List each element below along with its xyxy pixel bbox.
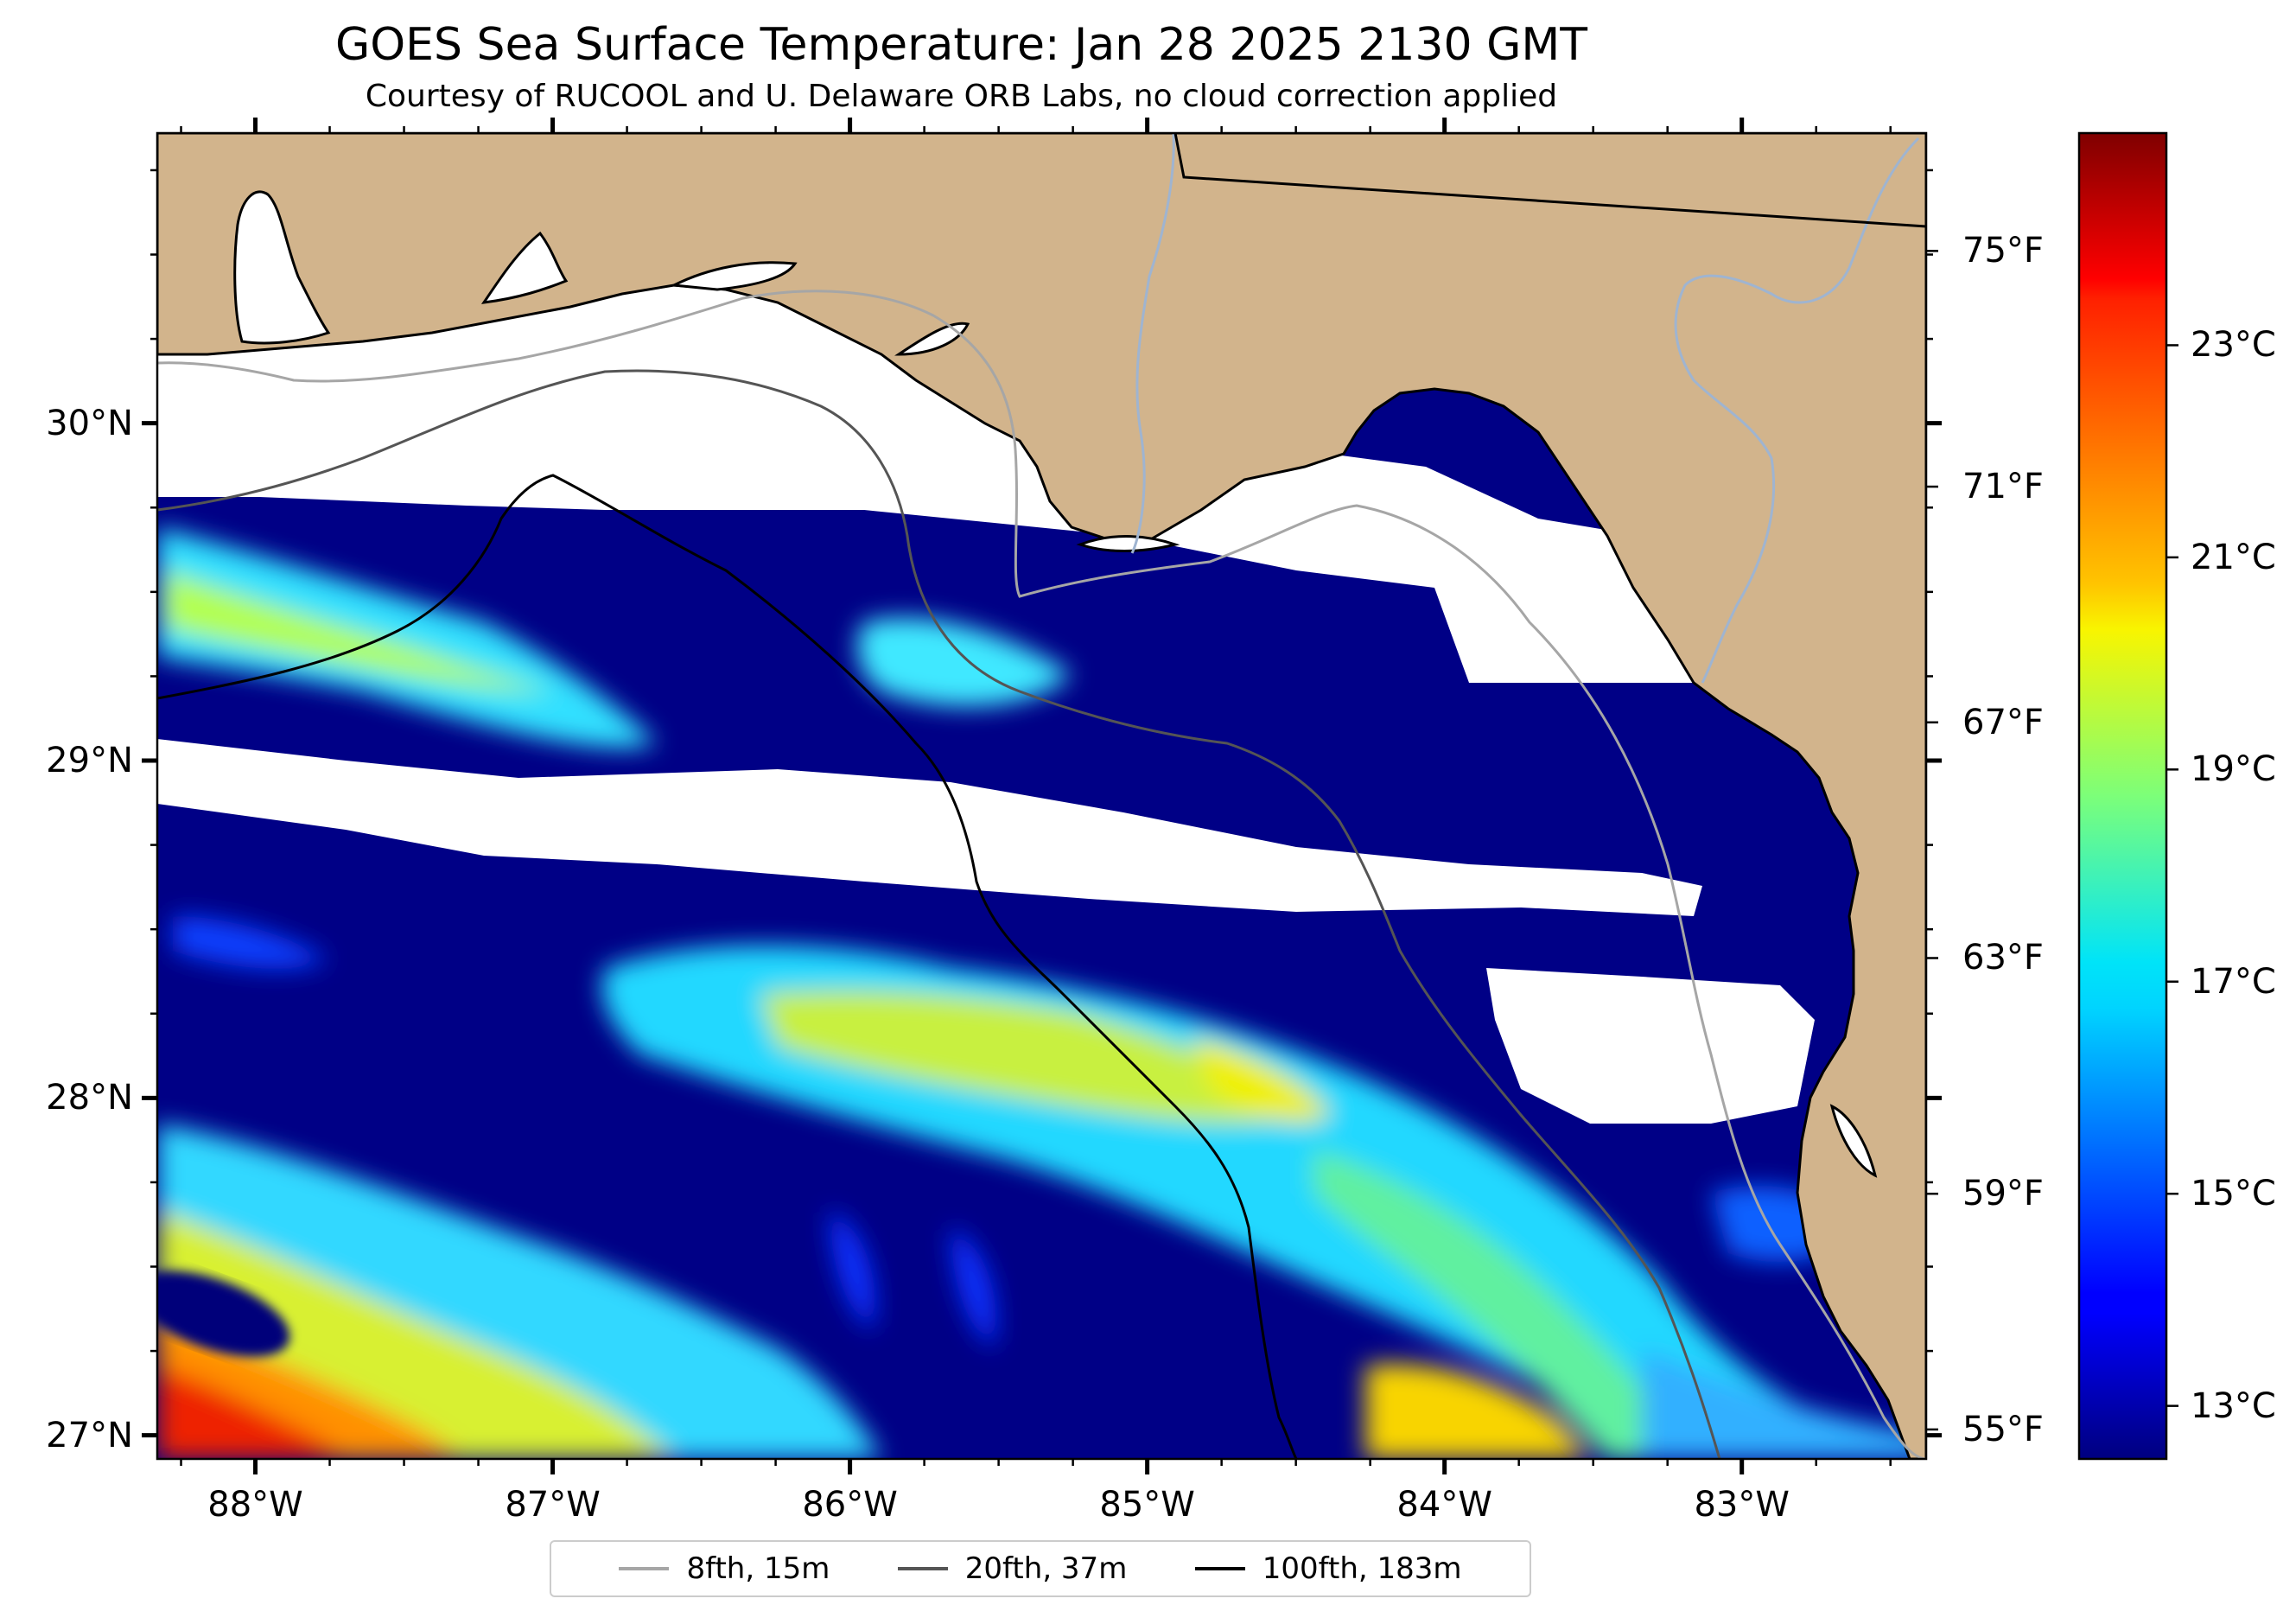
isobath-37m xyxy=(157,369,1721,1459)
cloud-band-middle xyxy=(157,739,1702,916)
lon-label: 83°W xyxy=(1694,1485,1790,1525)
colorbar-f-label: 55°F xyxy=(1962,1409,2044,1449)
colorbar-f-label: 59°F xyxy=(1962,1174,2044,1214)
cold-eddy xyxy=(157,1271,290,1357)
legend-swatch-20fth xyxy=(897,1567,948,1570)
colorbar-c-label: 17°C xyxy=(2191,961,2276,1002)
sst-patch xyxy=(760,990,1296,1123)
colorbar-f-label: 71°F xyxy=(1962,467,2044,507)
lon-label: 88°W xyxy=(207,1485,303,1525)
sst-patch xyxy=(830,1210,875,1331)
colorbar-c-label: 13°C xyxy=(2191,1385,2276,1426)
sst-warm-patches xyxy=(157,527,1926,1459)
cloud-band-south xyxy=(1486,968,1815,1124)
legend-label-100fth: 100fth, 183m xyxy=(1262,1551,1462,1586)
lon-label: 86°W xyxy=(802,1485,898,1525)
st-andrews-bay xyxy=(894,322,970,356)
lat-label: 30°N xyxy=(46,403,133,443)
legend-label-8fth: 8fth, 15m xyxy=(686,1551,830,1586)
lon-label: 85°W xyxy=(1099,1485,1195,1525)
colorbar-c-label: 23°C xyxy=(2191,325,2276,366)
colorbar-ticks xyxy=(1926,250,2178,1431)
tampa-bay xyxy=(1829,1104,1878,1178)
sst-patch xyxy=(951,1227,996,1348)
legend-item-100fth: 100fth, 183m xyxy=(1194,1551,1462,1586)
sst-patch xyxy=(1193,1037,1331,1123)
isobath-183m xyxy=(157,474,1298,1459)
legend-swatch-100fth xyxy=(1194,1567,1245,1570)
lat-label: 27°N xyxy=(46,1415,133,1455)
plot-frame xyxy=(156,131,1928,1461)
bays xyxy=(233,190,1878,1178)
legend-item-8fth: 8fth, 15m xyxy=(619,1551,830,1586)
colorbar-f-label: 75°F xyxy=(1962,231,2044,271)
cloud-mask xyxy=(157,251,1815,1124)
sst-patch xyxy=(1642,1348,1926,1459)
legend-item-20fth: 20fth, 37m xyxy=(897,1551,1128,1586)
legend-label-20fth: 20fth, 37m xyxy=(964,1551,1128,1586)
sst-patch xyxy=(157,1366,341,1459)
colorbar-c-label: 19°C xyxy=(2191,749,2276,790)
colorbar-f-label: 63°F xyxy=(1962,938,2044,978)
map-title: GOES Sea Surface Temperature: Jan 28 202… xyxy=(334,19,1588,71)
map-subtitle: Courtesy of RUCOOL and U. Delaware ORB L… xyxy=(365,79,1558,114)
choctawhatchee-bay xyxy=(669,261,798,291)
lon-label: 84°W xyxy=(1396,1485,1492,1525)
map-plot-area xyxy=(157,133,1926,1459)
lat-label: 29°N xyxy=(46,741,133,780)
lon-label: 87°W xyxy=(505,1485,601,1525)
state-boundary xyxy=(1173,133,1926,228)
colorbar xyxy=(2077,131,2168,1461)
river xyxy=(1130,133,1175,554)
sst-patch xyxy=(856,617,1072,707)
sst-patch xyxy=(164,570,553,691)
apalachicola-bay xyxy=(1076,535,1180,552)
axis-ticks xyxy=(142,118,1942,1474)
legend-swatch-8fth xyxy=(619,1567,670,1570)
pensacola-bay xyxy=(480,231,569,304)
colorbar-f-label: 67°F xyxy=(1962,702,2044,742)
isobath-legend: 8fth, 15m 20fth, 37m 100fth, 183m xyxy=(550,1540,1531,1597)
colorbar-c-label: 15°C xyxy=(2191,1174,2276,1214)
isobaths xyxy=(157,290,1926,1459)
colorbar-c-label: 21°C xyxy=(2191,537,2276,577)
lat-label: 28°N xyxy=(46,1078,133,1118)
mobile-bay xyxy=(233,190,331,345)
cloud-band-north xyxy=(157,251,1754,683)
sst-patch xyxy=(173,916,328,969)
isobath-15m xyxy=(157,290,1926,1459)
sst-patch xyxy=(1365,1364,1590,1459)
river xyxy=(1674,137,1920,684)
sst-patch xyxy=(1313,1150,1694,1459)
sst-patch xyxy=(157,527,657,748)
rivers xyxy=(1130,133,1920,684)
